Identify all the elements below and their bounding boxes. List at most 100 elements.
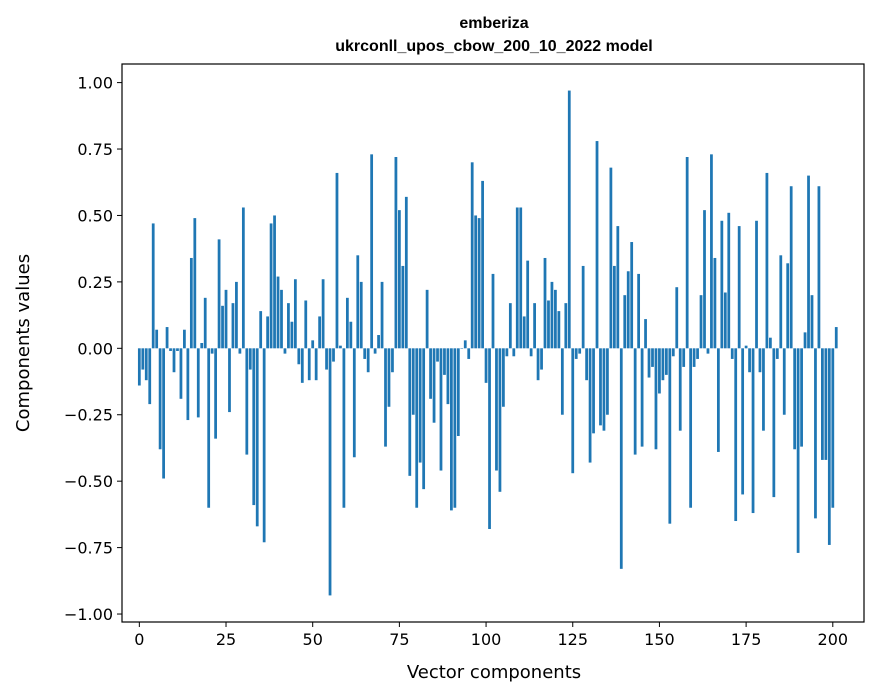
bar	[560, 348, 564, 415]
bar	[734, 348, 738, 522]
bar	[522, 316, 526, 349]
bar	[751, 348, 755, 514]
bar	[765, 172, 769, 349]
x-tick-label: 50	[303, 630, 323, 649]
bar	[221, 305, 224, 349]
bar	[203, 297, 207, 349]
bar	[404, 196, 408, 349]
bar	[398, 210, 401, 349]
bar	[602, 348, 606, 431]
bar	[498, 348, 502, 492]
y-tick-label: 1.00	[77, 74, 113, 93]
bar	[235, 281, 238, 349]
bar	[786, 263, 790, 349]
bar	[834, 327, 838, 349]
x-tick-label: 150	[644, 630, 675, 649]
bar	[311, 340, 315, 349]
y-tick-label: −1.00	[64, 605, 113, 624]
bar	[339, 345, 342, 349]
bar	[189, 257, 193, 349]
bar	[612, 265, 616, 349]
bar	[647, 348, 651, 378]
bar	[432, 348, 436, 423]
y-tick-label: 0.00	[77, 339, 113, 358]
bar	[443, 348, 446, 375]
bar	[245, 348, 249, 455]
bar	[630, 242, 634, 349]
bar	[470, 162, 474, 349]
bar	[716, 348, 720, 452]
bar	[151, 223, 155, 349]
bar	[810, 295, 814, 349]
bar	[616, 226, 620, 349]
bar	[536, 348, 540, 381]
bar	[259, 311, 263, 349]
bar	[703, 210, 706, 349]
x-tick-label: 0	[134, 630, 144, 649]
bar	[547, 300, 550, 349]
bar	[207, 348, 211, 508]
bar	[380, 281, 384, 349]
y-tick-label: 0.75	[77, 140, 113, 159]
bar	[359, 281, 363, 349]
bar	[671, 348, 675, 357]
bar	[162, 348, 165, 479]
bar	[519, 207, 523, 349]
x-axis-label: Vector components	[407, 662, 581, 683]
bar	[508, 303, 512, 349]
bar	[564, 303, 568, 349]
bar	[332, 348, 335, 362]
bar	[137, 348, 141, 386]
x-tick-label: 75	[389, 630, 409, 649]
bar	[595, 141, 599, 349]
bar	[463, 340, 467, 349]
bar	[713, 257, 717, 349]
bar	[300, 348, 304, 383]
bar	[637, 273, 641, 349]
bar	[619, 348, 623, 569]
bar	[748, 348, 751, 373]
bar	[255, 348, 259, 527]
bar	[228, 348, 231, 413]
bar	[290, 321, 294, 349]
bar	[446, 348, 450, 405]
bar	[772, 348, 776, 498]
bar	[349, 321, 353, 349]
y-tick-label: 0.50	[77, 206, 113, 225]
bar	[682, 348, 686, 367]
bar	[793, 348, 797, 450]
bar	[689, 348, 693, 508]
bar	[335, 172, 339, 349]
bar	[599, 348, 602, 426]
bar	[658, 348, 661, 394]
bar	[661, 348, 665, 381]
bar	[730, 348, 734, 359]
bar	[450, 348, 453, 511]
bar	[408, 348, 412, 476]
bar	[526, 260, 530, 349]
x-tick-label: 125	[557, 630, 588, 649]
y-tick-label: −0.25	[64, 406, 113, 425]
bar	[502, 348, 505, 407]
bar	[418, 348, 422, 463]
bar	[796, 348, 800, 553]
bar	[248, 348, 252, 370]
bar	[276, 276, 280, 349]
bar	[557, 311, 561, 349]
bar	[706, 348, 710, 354]
bar	[685, 157, 689, 349]
bar	[585, 348, 588, 381]
bar	[779, 255, 783, 349]
bar	[675, 287, 679, 349]
bar	[800, 348, 803, 447]
bar	[387, 348, 391, 407]
bar	[664, 348, 668, 375]
bar	[210, 348, 214, 354]
bar	[165, 327, 169, 349]
x-tick-label: 25	[216, 630, 236, 649]
bar	[727, 212, 731, 349]
bar	[817, 186, 821, 349]
y-axis-ticks: −1.00 −0.75 −0.50 −0.25 0.00 0.25 0.50 0.75 1.00	[64, 74, 122, 624]
bar	[581, 265, 585, 349]
bar	[623, 295, 627, 349]
